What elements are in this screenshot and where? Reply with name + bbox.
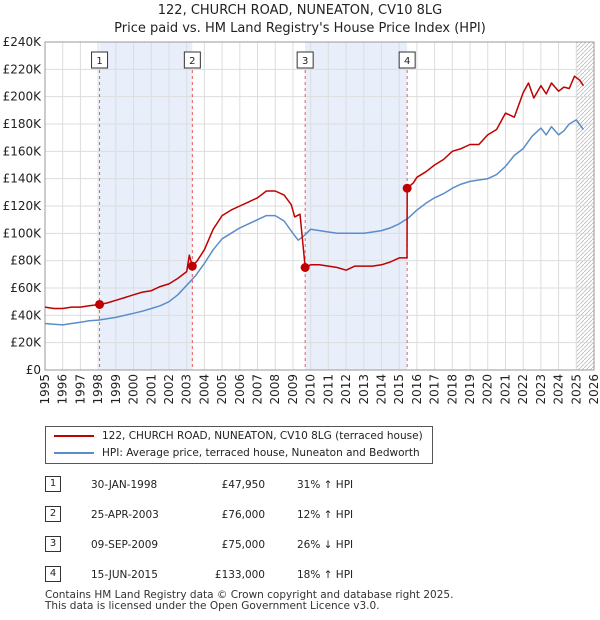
- chart-title: 122, CHURCH ROAD, NUNEATON, CV10 8LG Pri…: [0, 2, 600, 38]
- plot-border: [44, 41, 595, 371]
- sale-box: [398, 51, 416, 69]
- x-tick-label: 2009: [286, 374, 300, 405]
- x-tick-label: 2005: [215, 374, 229, 405]
- sale-box: [183, 51, 201, 69]
- y-tick-label: £20K: [10, 336, 42, 350]
- hpi-series-line: [44, 119, 585, 326]
- x-tick-label: 2011: [321, 374, 335, 405]
- x-tick-label: 2006: [233, 374, 247, 405]
- sale-box: [91, 51, 109, 69]
- x-tick-label: 2021: [498, 374, 512, 405]
- x-tick-label: 2024: [552, 374, 566, 405]
- x-tick-label: 2019: [463, 374, 477, 405]
- chart-title-line1: 122, CHURCH ROAD, NUNEATON, CV10 8LG: [157, 3, 443, 18]
- sale-hpi-change: 12% ↑ HPI: [297, 509, 354, 521]
- sale-box-label: 4: [404, 56, 410, 67]
- y-tick-label: £200K: [3, 90, 43, 104]
- legend-hpi-swatch: [54, 452, 94, 454]
- x-tick-label: 2001: [144, 374, 158, 405]
- x-tick-label: 2004: [197, 374, 211, 405]
- y-tick-label: £180K: [3, 117, 43, 131]
- sale-price: £47,950: [221, 479, 265, 491]
- x-tick-label: 2003: [180, 374, 194, 405]
- x-tick-label: 2013: [357, 374, 371, 405]
- x-tick-label: 2026: [587, 374, 600, 405]
- x-tick-label: 2008: [268, 374, 282, 405]
- x-tick-label: 2010: [304, 374, 318, 405]
- legend-hpi-label: HPI: Average price, terraced house, Nune…: [102, 447, 420, 459]
- y-tick-label: £140K: [3, 172, 43, 186]
- sale-number-badge: 2: [45, 506, 61, 522]
- x-tick-label: 2000: [127, 374, 141, 405]
- sale-point: [402, 183, 412, 193]
- sale-hpi-change: 18% ↑ HPI: [297, 569, 354, 581]
- y-tick-label: £60K: [10, 281, 42, 295]
- footer-line2: This data is licensed under the Open Gov…: [45, 600, 380, 612]
- y-tick-label: £160K: [3, 144, 43, 158]
- sale-number-badge: 3: [45, 536, 61, 552]
- sale-price: £133,000: [214, 569, 265, 581]
- y-tick-label: £100K: [3, 226, 43, 240]
- x-tick-label: 1995: [38, 374, 52, 405]
- sale-number-badge: 4: [45, 566, 61, 582]
- sale-box-label: 3: [302, 56, 308, 67]
- x-tick-label: 2018: [445, 374, 459, 405]
- x-tick-label: 2023: [534, 374, 548, 405]
- sale-date: 30-JAN-1998: [91, 479, 158, 491]
- sale-box-label: 2: [189, 56, 195, 67]
- x-tick-label: 2002: [162, 374, 176, 405]
- sale-date: 15-JUN-2015: [91, 569, 158, 581]
- chart-title-line2: Price paid vs. HM Land Registry's House …: [114, 21, 486, 36]
- sale-point: [95, 299, 105, 309]
- x-tick-label: 2012: [339, 374, 353, 405]
- x-tick-label: 2020: [481, 374, 495, 405]
- price-series-line: [44, 75, 585, 310]
- x-tick-label: 1998: [91, 374, 105, 405]
- footer-line1: Contains HM Land Registry data © Crown c…: [45, 589, 454, 601]
- sale-price: £75,000: [221, 539, 265, 551]
- x-tick-label: 1996: [56, 374, 70, 405]
- legend: 122, CHURCH ROAD, NUNEATON, CV10 8LG (te…: [45, 426, 433, 464]
- x-tick-label: 2016: [410, 374, 424, 405]
- x-tick-label: 2022: [516, 374, 530, 405]
- legend-item-hpi: HPI: Average price, terraced house, Nune…: [54, 445, 420, 461]
- sale-row: 1 30-JAN-1998 £47,950 31% ↑ HPI: [45, 476, 465, 494]
- x-tick-label: 2014: [374, 374, 388, 405]
- sale-date: 09-SEP-2009: [91, 539, 159, 551]
- legend-item-price: 122, CHURCH ROAD, NUNEATON, CV10 8LG (te…: [54, 428, 423, 444]
- x-tick-label: 1997: [73, 374, 87, 405]
- x-tick-label: 1999: [109, 374, 123, 405]
- sale-box-label: 1: [96, 56, 102, 67]
- sale-point: [300, 263, 310, 272]
- sale-point: [187, 261, 197, 271]
- y-tick-label: £80K: [10, 254, 42, 268]
- legend-price-label: 122, CHURCH ROAD, NUNEATON, CV10 8LG (te…: [102, 430, 423, 442]
- y-tick-label: £40K: [10, 308, 42, 322]
- x-tick-label: 2025: [569, 374, 583, 405]
- x-tick-label: 2017: [428, 374, 442, 405]
- sale-date: 25-APR-2003: [91, 509, 159, 521]
- sale-row: 3 09-SEP-2009 £75,000 26% ↓ HPI: [45, 536, 465, 554]
- sale-hpi-change: 26% ↓ HPI: [297, 539, 354, 551]
- sale-row: 4 15-JUN-2015 £133,000 18% ↑ HPI: [45, 566, 465, 584]
- price-chart: £0 £20K £40K £60K £80K £100K £120K £140K £160K £1…: [3, 35, 600, 405]
- y-tick-label: £0: [26, 363, 41, 377]
- footer-attribution: Contains HM Land Registry data © Crown c…: [45, 590, 453, 612]
- sale-box: [296, 51, 314, 69]
- sale-hpi-change: 31% ↑ HPI: [297, 479, 354, 491]
- y-tick-label: £220K: [3, 62, 43, 76]
- y-tick-label: £240K: [3, 35, 43, 49]
- y-tick-label: £120K: [3, 199, 43, 213]
- x-tick-label: 2007: [251, 374, 265, 405]
- legend-price-swatch: [54, 435, 94, 437]
- x-tick-label: 2015: [392, 374, 406, 405]
- sale-row: 2 25-APR-2003 £76,000 12% ↑ HPI: [45, 506, 465, 524]
- sale-number-badge: 1: [45, 476, 61, 492]
- sale-price: £76,000: [221, 509, 265, 521]
